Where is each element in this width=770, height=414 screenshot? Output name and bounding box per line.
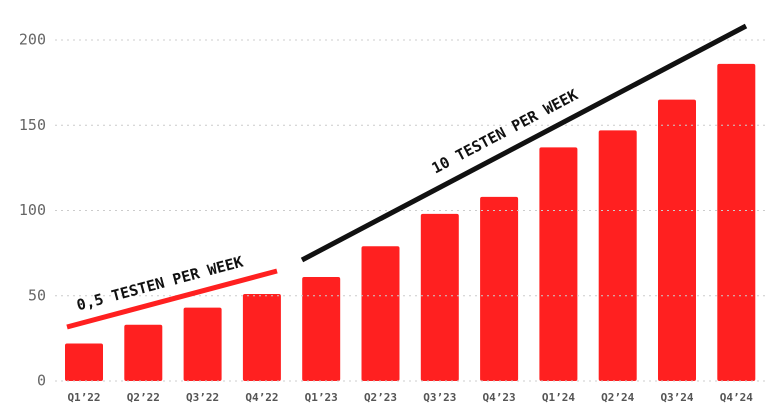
x-tick-label: Q1’22 [67, 391, 100, 404]
x-tick-label: Q2’22 [127, 391, 160, 404]
bar [124, 324, 163, 381]
bar [598, 130, 637, 381]
bar [242, 294, 281, 381]
x-tick-label: Q2’24 [601, 391, 634, 404]
x-tick-label: Q3’23 [423, 391, 456, 404]
trend-line-black [300, 23, 748, 263]
bar [658, 99, 696, 382]
x-tick-label: Q2’23 [364, 391, 397, 404]
y-tick-label: 150 [19, 116, 46, 134]
bar [480, 196, 519, 381]
bar [65, 343, 103, 381]
y-tick-label: 100 [19, 201, 46, 219]
bar [420, 213, 459, 381]
x-tick-label: Q4’24 [720, 391, 753, 404]
x-tick-label: Q1’23 [305, 391, 338, 404]
y-tick-label: 0 [37, 372, 46, 390]
annotation: 0,5 TESTEN PER WEEK [75, 253, 245, 315]
trend-line-red [66, 268, 278, 330]
x-tick-label: Q4’22 [245, 391, 278, 404]
bar [361, 246, 400, 381]
y-tick-label: 200 [19, 31, 46, 49]
x-tick-label: Q3’24 [660, 391, 693, 404]
bar [183, 307, 222, 381]
bar [302, 276, 341, 381]
y-tick-label: 50 [28, 286, 46, 304]
bar [717, 63, 756, 382]
x-tick-label: Q1’24 [542, 391, 575, 404]
bar [539, 147, 578, 381]
x-tick-label: Q4’23 [483, 391, 516, 404]
x-tick-label: Q3’22 [186, 391, 219, 404]
